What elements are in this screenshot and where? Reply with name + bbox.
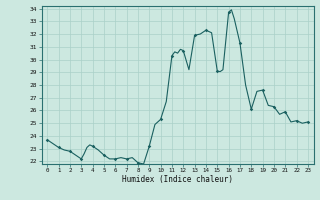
X-axis label: Humidex (Indice chaleur): Humidex (Indice chaleur): [122, 175, 233, 184]
